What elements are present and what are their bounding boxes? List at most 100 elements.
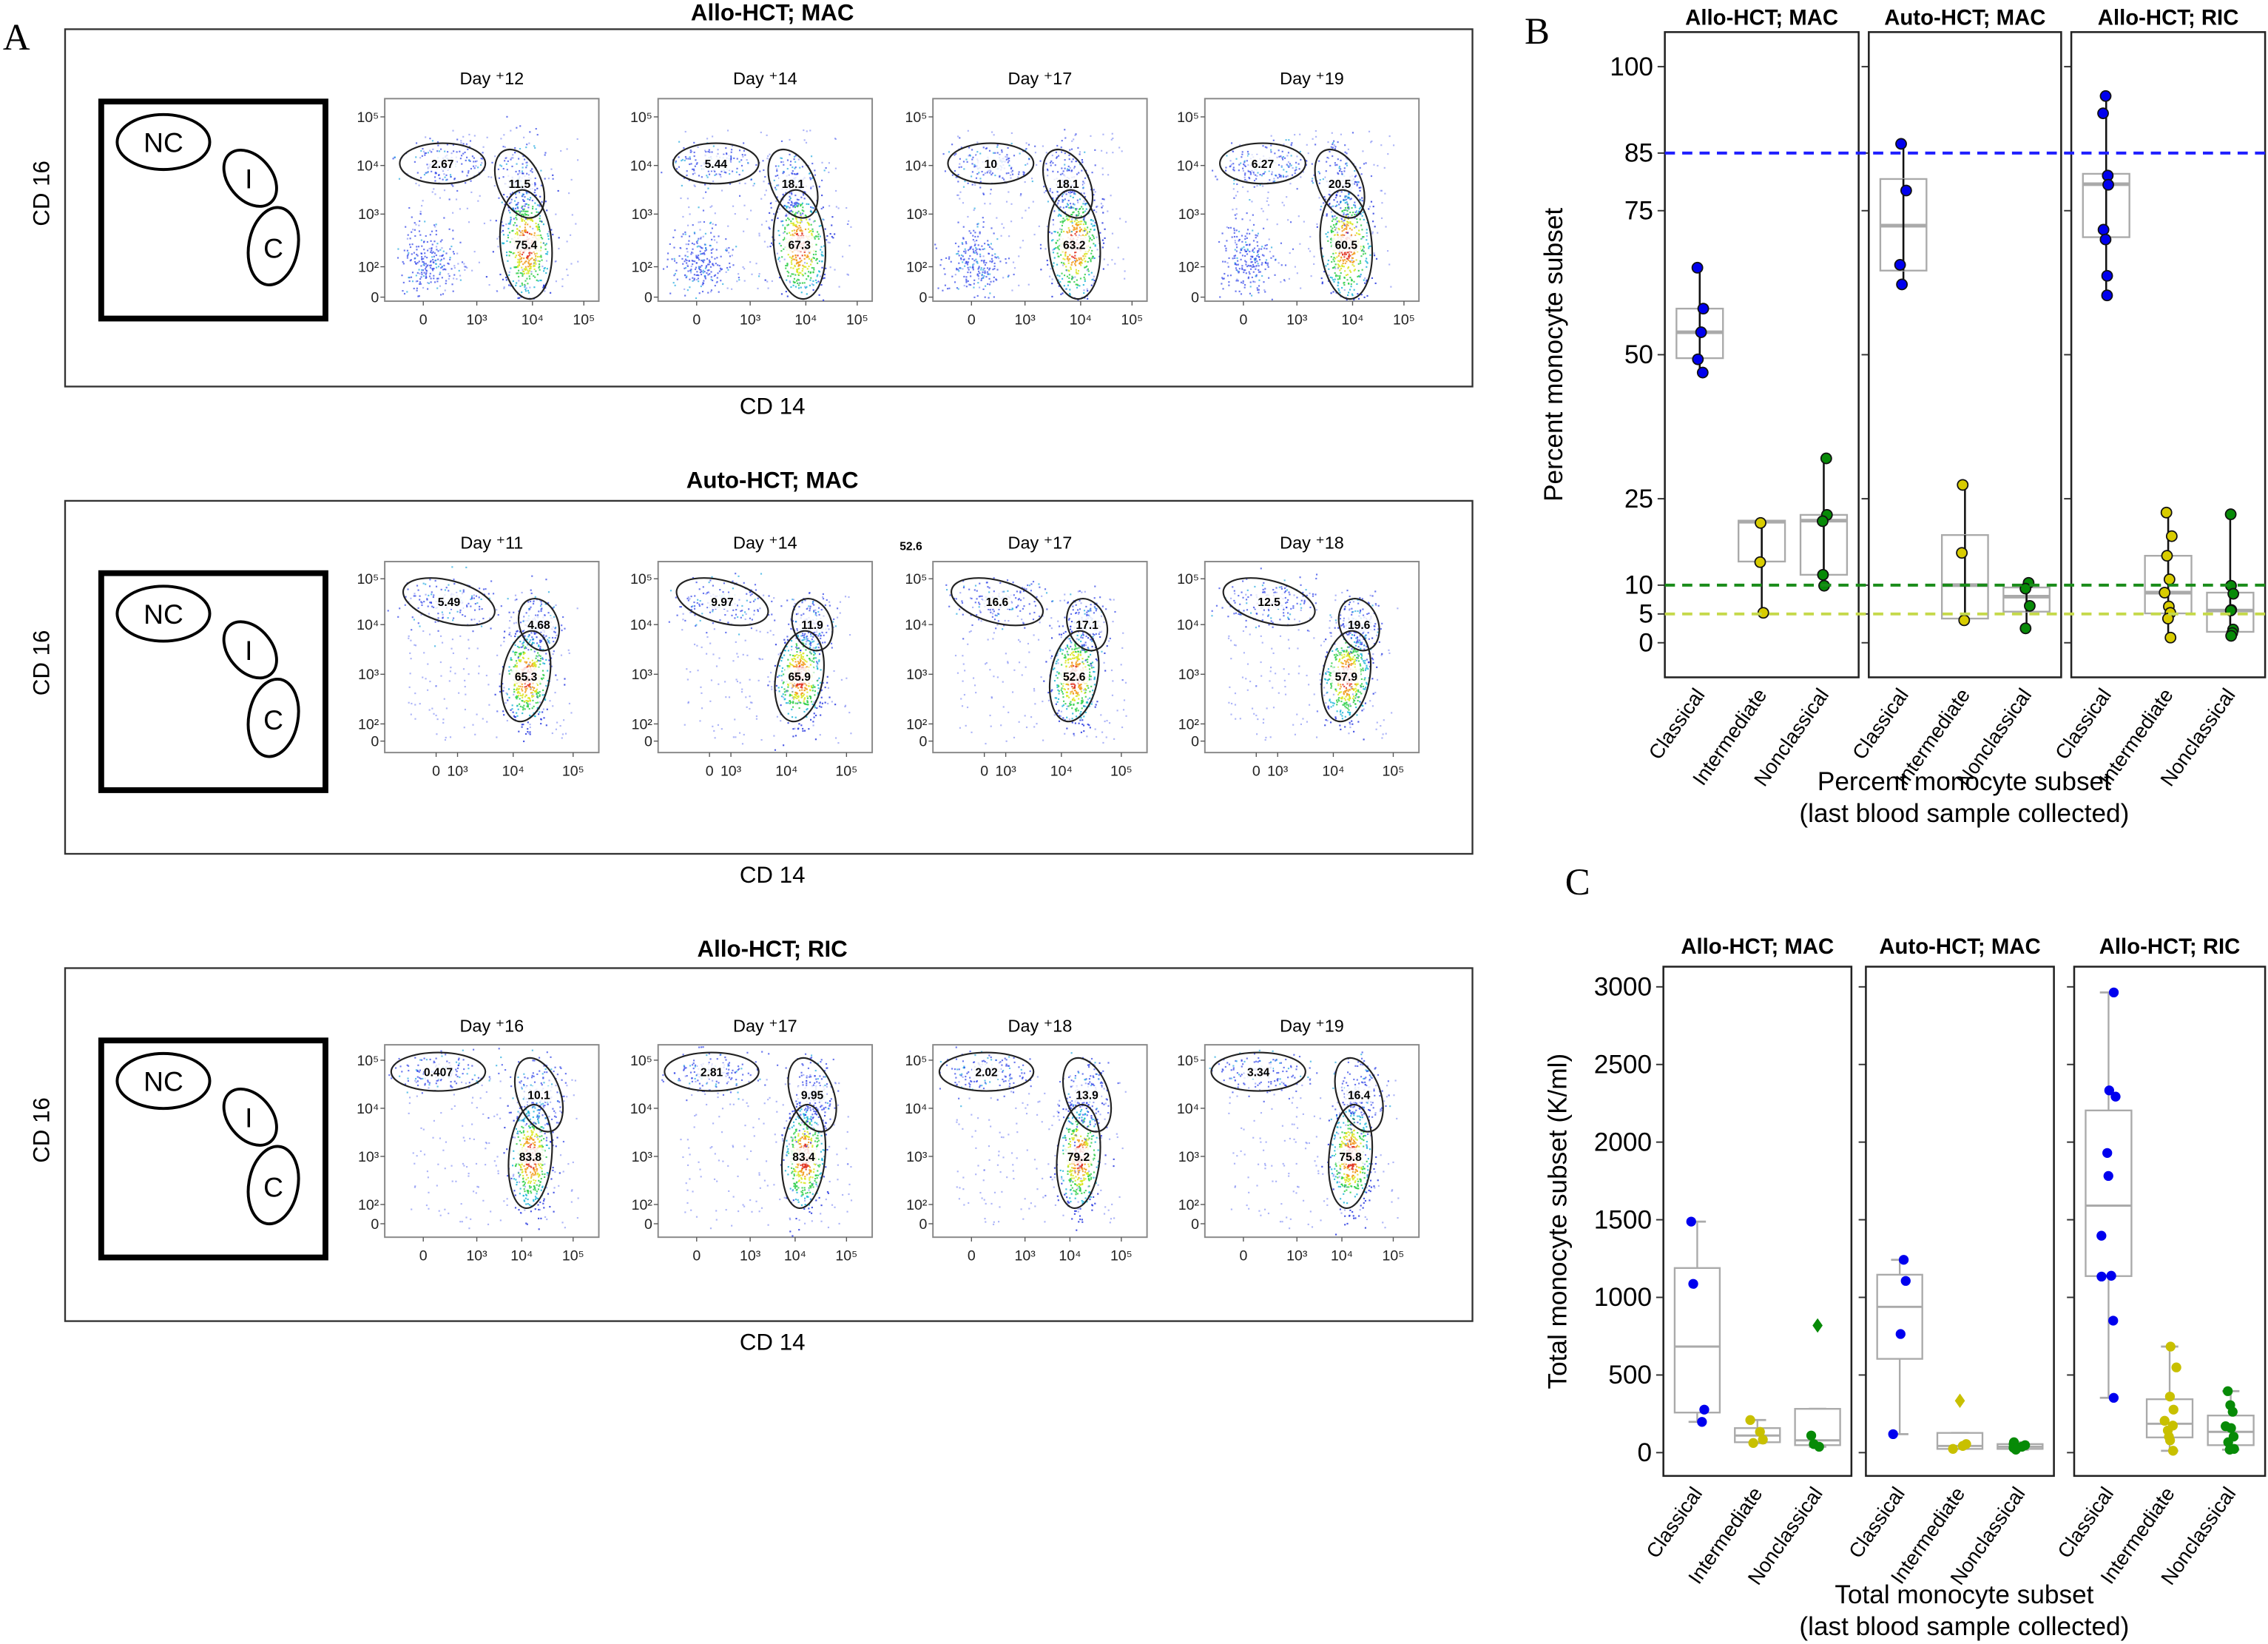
event-dot (694, 165, 696, 167)
event-dot (1008, 235, 1010, 237)
event-dot (1117, 246, 1119, 249)
event-dot (1067, 191, 1070, 194)
event-dot (1257, 254, 1259, 256)
event-dot (1258, 248, 1260, 250)
event-dot (1252, 263, 1255, 266)
event-dot (988, 269, 990, 271)
event-dot (1249, 292, 1251, 294)
event-dot (789, 164, 792, 166)
event-dot (1350, 234, 1353, 236)
event-dot (1245, 263, 1247, 266)
event-dot (1087, 232, 1089, 235)
event-dot (694, 268, 697, 271)
event-dot (1025, 209, 1027, 212)
event-dot (1233, 235, 1236, 238)
event-dot (1290, 144, 1292, 146)
event-dot (981, 260, 983, 262)
event-dot (705, 249, 707, 251)
event-dot (497, 246, 499, 248)
event-dot (421, 245, 423, 247)
event-dot (1240, 293, 1243, 295)
event-dot (1330, 245, 1333, 248)
event-dot (791, 263, 793, 265)
event-dot (1243, 161, 1246, 164)
event-dot (780, 250, 783, 252)
x-tick-label: 0 (432, 763, 440, 779)
event-dot (1363, 163, 1366, 165)
event-dot (1086, 269, 1088, 272)
event-dot (803, 139, 806, 141)
event-dot (525, 662, 527, 664)
event-dot (1334, 223, 1337, 226)
event-dot (750, 178, 752, 181)
event-dot (529, 731, 531, 733)
event-dot (535, 257, 537, 260)
gate-label-i: 18.1 (778, 175, 808, 191)
event-dot (1338, 220, 1340, 223)
event-dot (1224, 260, 1226, 263)
event-dot (984, 272, 986, 274)
event-dot (538, 228, 541, 231)
event-dot (1044, 248, 1047, 250)
event-dot (691, 242, 694, 245)
event-dot (539, 255, 541, 258)
event-dot (1282, 158, 1284, 161)
event-dot (1360, 273, 1362, 276)
event-dot (1036, 164, 1038, 166)
event-dot (438, 174, 440, 176)
event-dot (797, 279, 800, 281)
event-dot (535, 255, 537, 257)
event-dot (1222, 260, 1224, 263)
event-dot (685, 158, 687, 160)
event-dot (1092, 225, 1094, 227)
event-dot (1010, 166, 1013, 169)
event-dot (1068, 158, 1070, 161)
event-dot (703, 259, 706, 261)
event-dot (797, 235, 800, 237)
event-dot (536, 661, 538, 663)
event-dot (982, 192, 985, 195)
event-dot (1070, 191, 1073, 194)
event-dot (1080, 258, 1082, 260)
event-dot (1260, 207, 1263, 210)
event-dot (396, 257, 399, 259)
event-dot (1336, 201, 1338, 203)
event-dot (1286, 196, 1288, 198)
event-dot (1280, 281, 1282, 283)
event-dot (973, 260, 976, 262)
event-dot (522, 269, 524, 271)
event-dot (468, 146, 471, 148)
event-dot (521, 266, 523, 269)
event-dot (530, 219, 532, 221)
event-dot (479, 605, 481, 608)
event-dot (1380, 144, 1383, 146)
event-dot (539, 639, 541, 641)
event-dot (1068, 229, 1070, 232)
event-dot (1093, 235, 1095, 237)
event-dot (790, 222, 792, 224)
event-dot (510, 193, 512, 195)
event-dot (555, 674, 557, 676)
event-dot (570, 263, 573, 265)
event-dot (729, 255, 732, 257)
event-dot (494, 693, 496, 695)
event-dot (1052, 239, 1054, 241)
event-dot (709, 273, 711, 275)
event-dot (511, 704, 513, 707)
event-dot (1289, 163, 1291, 165)
event-dot (790, 161, 792, 163)
event-dot (533, 712, 535, 714)
event-dot (500, 605, 502, 607)
event-dot (740, 164, 743, 167)
day-label: Day ⁺11 (460, 533, 523, 552)
event-dot (1013, 155, 1016, 157)
event-dot (459, 279, 462, 281)
event-dot (519, 692, 521, 695)
event-dot (1337, 266, 1340, 269)
event-dot (526, 218, 528, 220)
event-dot (786, 215, 788, 217)
event-dot (964, 180, 966, 183)
gate-value-i: 18.1 (1056, 178, 1079, 191)
event-dot (518, 695, 520, 697)
